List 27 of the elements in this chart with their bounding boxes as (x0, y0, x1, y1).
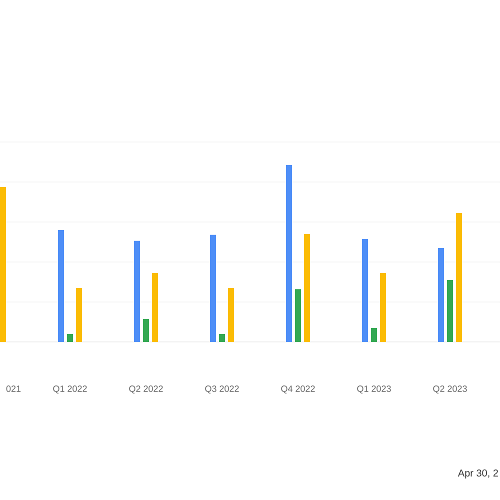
bar (456, 212, 462, 342)
bar (286, 165, 292, 342)
bar (304, 234, 310, 342)
bar (210, 234, 216, 342)
bar (228, 288, 234, 342)
x-tick-label: 021 (6, 386, 21, 392)
bar (438, 248, 444, 342)
bar (380, 272, 386, 342)
bar (152, 272, 158, 342)
bar (447, 280, 454, 342)
bar (371, 328, 378, 342)
x-tick-label: Q1 2023 (357, 386, 391, 394)
text: Apr 30, 2 (458, 469, 498, 479)
bar (219, 334, 225, 342)
bar (295, 289, 301, 342)
x-tick-label: Q2 2022 (129, 386, 163, 394)
bar (58, 230, 64, 342)
bar (0, 186, 6, 342)
x-tick-label: Q3 2022 (205, 386, 239, 394)
x-tick-label: Q4 2022 (281, 386, 315, 394)
bar (143, 318, 150, 342)
bar (67, 334, 73, 342)
bar (76, 288, 82, 342)
x-tick-label: Q1 2022 (53, 386, 87, 394)
x-tick-label: Q2 2023 (433, 386, 467, 394)
bar (362, 238, 368, 342)
bar (134, 240, 140, 342)
